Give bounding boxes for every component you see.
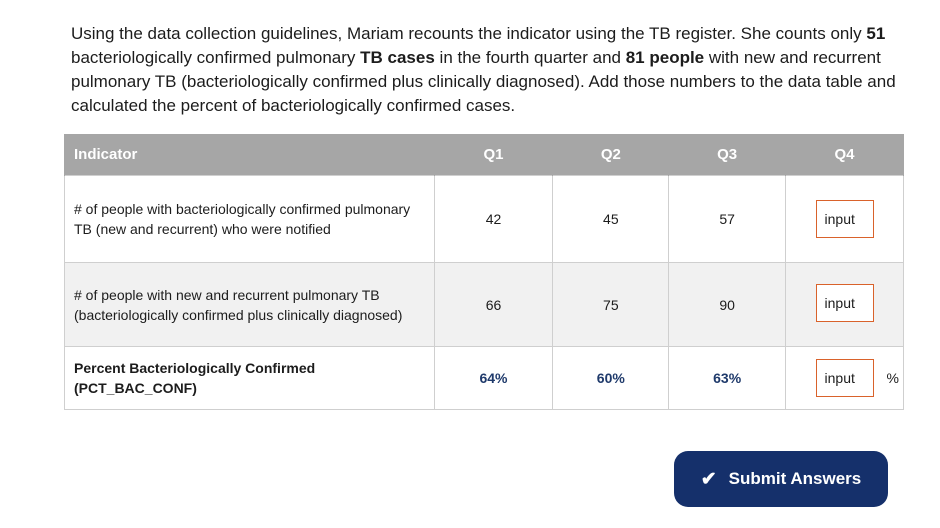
header-q4: Q4 — [785, 134, 904, 176]
q4-percent-input[interactable] — [815, 359, 874, 397]
instructions-bold-81-people: 81 people — [625, 48, 705, 67]
q4-input-wrapper — [815, 200, 874, 238]
cell-q4 — [785, 175, 904, 263]
check-icon: ✔ — [700, 468, 717, 490]
table-row: Percent Bacteriologically Confirmed (PCT… — [64, 346, 904, 410]
cell-q1: 42 — [433, 175, 554, 263]
cell-q2: 45 — [552, 175, 670, 263]
instructions-part-2: bacteriologically confirmed pulmonary — [71, 48, 361, 67]
header-q3: Q3 — [668, 134, 787, 176]
q4-confirmed-input[interactable] — [815, 200, 874, 238]
instructions-part-3: in the fourth quarter and — [434, 48, 626, 67]
table-row: # of people with new and recurrent pulmo… — [64, 262, 904, 347]
cell-q4 — [785, 262, 904, 347]
instructions-bold-51: 51 — [866, 24, 886, 43]
header-q1: Q1 — [433, 134, 554, 176]
table-row: # of people with bacteriologically confi… — [64, 175, 904, 263]
cell-q4: % — [785, 346, 904, 410]
cell-q1-percent: 64% — [433, 346, 554, 410]
q4-input-wrapper: % — [815, 359, 899, 397]
percent-sign: % — [886, 370, 899, 386]
header-indicator: Indicator — [64, 134, 435, 176]
cell-q2-percent: 60% — [552, 346, 670, 410]
indicator-table: Indicator Q1 Q2 Q3 Q4 # of people with b… — [64, 134, 904, 410]
cell-q2: 75 — [552, 262, 670, 347]
instructions-part-4: with new and recurrent pulmonary TB (bac… — [71, 48, 896, 115]
row-label-confirmed-notified: # of people with bacteriologically confi… — [64, 175, 435, 263]
table-header-row: Indicator Q1 Q2 Q3 Q4 — [64, 134, 904, 176]
instructions-text: Using the data collection guidelines, Ma… — [71, 22, 911, 118]
header-q2: Q2 — [552, 134, 670, 176]
instructions-part-1: Using the data collection guidelines, Ma… — [71, 24, 867, 43]
cell-q3: 57 — [668, 175, 787, 263]
instructions-bold-tb-cases: TB cases — [360, 48, 435, 67]
q4-new-recurrent-input[interactable] — [815, 283, 874, 322]
submit-answers-button[interactable]: ✔ Submit Answers — [674, 451, 888, 507]
row-label-new-recurrent: # of people with new and recurrent pulmo… — [64, 262, 435, 347]
q4-input-wrapper — [815, 283, 874, 322]
submit-answers-label: Submit Answers — [728, 469, 862, 488]
cell-q3-percent: 63% — [668, 346, 787, 410]
cell-q1: 66 — [433, 262, 554, 347]
row-label-percent-confirmed: Percent Bacteriologically Confirmed (PCT… — [64, 346, 435, 410]
cell-q3: 90 — [668, 262, 787, 347]
